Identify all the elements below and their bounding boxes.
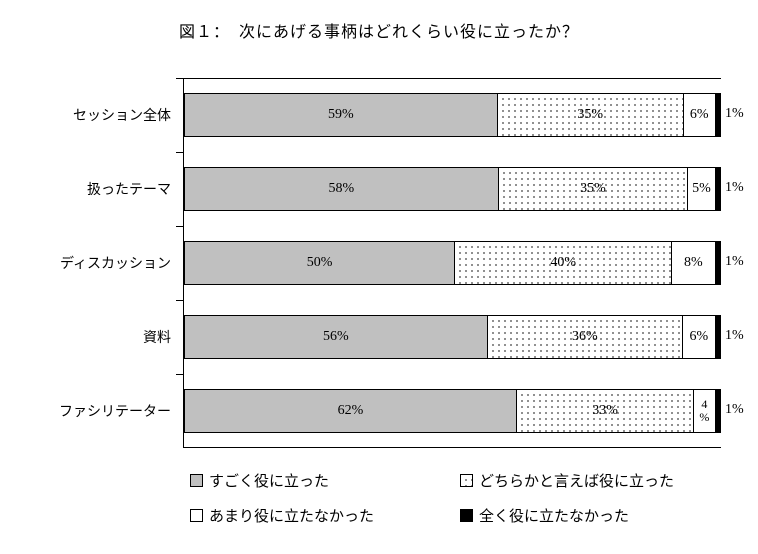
bar-value-label: 35% <box>577 107 603 122</box>
category-label: ディスカッション <box>55 226 175 300</box>
bar-track: 58% 35% 5% <box>184 167 721 211</box>
bar-segment: 58% <box>184 167 499 211</box>
bar-segment: 8% <box>672 241 715 285</box>
chart-row: ディスカッション1%50%40%8% <box>55 226 725 300</box>
bar-value-label: 50% <box>307 255 333 270</box>
axis-tick <box>176 78 183 79</box>
chart-row: ファシリテーター1%62%33%4% <box>55 374 725 448</box>
legend-label-4: 全く役に立たなかった <box>479 505 629 526</box>
bar-value-label: 8% <box>684 255 703 270</box>
category-label: 資料 <box>55 300 175 374</box>
bar-segment: 40% <box>455 241 672 285</box>
bar-segment: 35% <box>498 93 684 137</box>
legend-label-1: すごく役に立った <box>209 470 329 491</box>
bar-value-label: 6% <box>690 107 709 122</box>
bar-segment: 6% <box>683 315 716 359</box>
legend-label-3: あまり役に立たなかった <box>209 505 374 526</box>
legend-item-3: あまり役に立たなかった <box>190 505 460 526</box>
bar-value-label: 56% <box>323 329 349 344</box>
bar-segment <box>716 389 721 433</box>
legend-swatch-3 <box>190 509 203 522</box>
bar-segment: 35% <box>499 167 689 211</box>
axis-tick <box>176 374 183 375</box>
legend: すごく役に立った どちらかと言えば役に立った あまり役に立たなかった 全く役に立… <box>190 470 730 540</box>
bar-value-label: 58% <box>328 181 354 196</box>
bar-value-label: 40% <box>550 255 576 270</box>
bar-track: 50% 40% 8% <box>184 241 721 285</box>
legend-item-1: すごく役に立った <box>190 470 460 491</box>
bar-segment <box>716 241 721 285</box>
legend-swatch-1 <box>190 474 203 487</box>
bar-value-label: 1% <box>725 402 744 417</box>
legend-label-2: どちらかと言えば役に立った <box>479 470 674 491</box>
bar-value-label: 59% <box>328 107 354 122</box>
category-label: セッション全体 <box>55 78 175 152</box>
bar-segment: 59% <box>184 93 498 137</box>
bar-value-label: 1% <box>725 180 744 195</box>
bar-segment: 36% <box>488 315 683 359</box>
category-label: 扱ったテーマ <box>55 152 175 226</box>
chart-row: 扱ったテーマ1%58%35%5% <box>55 152 725 226</box>
bar-segment: 56% <box>184 315 488 359</box>
bar-segment: 62% <box>184 389 517 433</box>
bar-value-label: 36% <box>572 329 598 344</box>
chart-row: セッション全体1%59%35%6% <box>55 78 725 152</box>
axis-tick <box>176 152 183 153</box>
bar-segment <box>716 167 721 211</box>
bar-value-label: 1% <box>725 106 744 121</box>
bar-segment: 6% <box>684 93 716 137</box>
chart-area: セッション全体1%59%35%6%扱ったテーマ1%58%35%5%ディスカッショ… <box>55 78 725 448</box>
bar-segment: 50% <box>184 241 455 285</box>
bar-value-label: 1% <box>725 254 744 269</box>
bar-value-label: 1% <box>725 328 744 343</box>
bar-value-label: 6% <box>689 329 708 344</box>
bar-value-label: 62% <box>338 403 364 418</box>
legend-swatch-4 <box>460 509 473 522</box>
bar-value-label: 4% <box>699 398 709 424</box>
bar-value-label: 5% <box>692 181 711 196</box>
bar-track: 62% 33% 4% <box>184 389 721 433</box>
chart-title: 図１： 次にあげる事柄はどれくらい役に立ったか？ <box>0 18 758 42</box>
bar-segment <box>716 315 721 359</box>
bar-value-label: 33% <box>592 403 618 418</box>
category-label: ファシリテーター <box>55 374 175 448</box>
bar-segment <box>716 93 721 137</box>
bar-track: 56% 36% 6% <box>184 315 721 359</box>
legend-swatch-2 <box>460 474 473 487</box>
axis-tick <box>176 226 183 227</box>
bar-segment: 33% <box>517 389 694 433</box>
bar-track: 59% 35% 6% <box>184 93 721 137</box>
bar-segment: 5% <box>688 167 715 211</box>
legend-item-2: どちらかと言えば役に立った <box>460 470 730 491</box>
chart-row: 資料1%56%36%6% <box>55 300 725 374</box>
bar-segment: 4% <box>694 389 715 433</box>
legend-item-4: 全く役に立たなかった <box>460 505 730 526</box>
bar-value-label: 35% <box>580 181 606 196</box>
axis-tick <box>176 300 183 301</box>
